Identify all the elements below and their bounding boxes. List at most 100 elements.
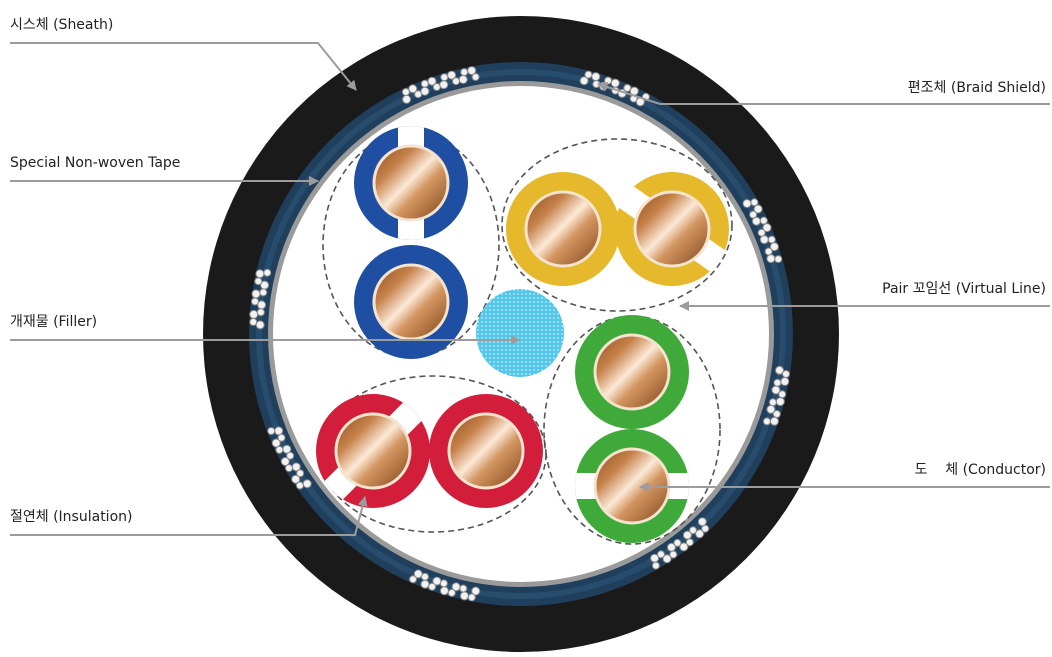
braid-bead xyxy=(695,529,705,539)
braid-bead xyxy=(452,77,460,86)
braid-bead xyxy=(413,569,423,579)
braid-bead xyxy=(753,204,763,214)
conductor xyxy=(372,263,450,341)
braid-bead xyxy=(408,84,418,94)
braid-bead xyxy=(762,417,771,426)
braid-bead xyxy=(302,479,312,489)
filler xyxy=(476,289,564,377)
braid-bead xyxy=(685,538,694,547)
braid-bead xyxy=(291,462,301,472)
braid-bead xyxy=(432,576,442,586)
braid-bead xyxy=(778,390,787,399)
braid-bead xyxy=(440,73,449,82)
label-insulation: 절연체 (Insulation) xyxy=(10,509,133,525)
braid-bead xyxy=(263,268,272,277)
braid-bead xyxy=(274,426,284,436)
braid-bead xyxy=(769,416,779,426)
braid-bead xyxy=(254,277,263,286)
braid-bead xyxy=(296,469,305,478)
wire-2 xyxy=(354,245,468,359)
braid-bead xyxy=(471,73,480,81)
braid-bead xyxy=(257,300,267,310)
braid-bead xyxy=(759,216,768,225)
braid-bead xyxy=(742,199,752,208)
braid-bead xyxy=(286,451,295,460)
braid-bead xyxy=(260,280,270,290)
braid-bead xyxy=(657,550,665,559)
braid-bead xyxy=(439,586,449,596)
conductor xyxy=(524,190,602,268)
braid-bead xyxy=(751,216,761,226)
braid-bead xyxy=(697,517,707,527)
braid-bead xyxy=(439,80,449,90)
braid-bead xyxy=(255,269,265,279)
braid-bead xyxy=(766,254,776,264)
wire-5 xyxy=(316,394,430,508)
braid-bead xyxy=(775,365,784,375)
label-sheath: 시스체 (Sheath) xyxy=(10,17,114,33)
braid-bead xyxy=(767,235,776,244)
braid-bead xyxy=(579,76,589,86)
braid-bead xyxy=(291,474,301,484)
braid-bead xyxy=(427,76,437,86)
braid-bead xyxy=(432,83,441,91)
braid-bead xyxy=(775,397,785,407)
braid-bead xyxy=(459,591,469,601)
braid-bead xyxy=(282,444,292,454)
conductor xyxy=(334,412,412,490)
braid-bead xyxy=(591,72,601,82)
leader-sheath xyxy=(10,42,357,91)
braid-bead xyxy=(409,575,417,584)
braid-bead xyxy=(750,198,759,207)
braid-bead xyxy=(701,524,710,533)
label-braid-shield: 편조체 (Braid Shield) xyxy=(907,80,1046,96)
conductor xyxy=(633,190,711,268)
braid-bead xyxy=(471,586,481,596)
braid-bead xyxy=(771,385,781,395)
braid-bead xyxy=(459,584,468,593)
braid-bead xyxy=(679,542,689,552)
braid-bead xyxy=(451,582,461,592)
braid-bead xyxy=(295,481,304,490)
wire-4 xyxy=(613,172,731,286)
braid-bead xyxy=(420,86,430,96)
braid-bead xyxy=(772,410,781,418)
conductor xyxy=(593,333,671,411)
label-filler: 개재물 (Filler) xyxy=(10,314,98,330)
braid-bead xyxy=(773,378,782,387)
braid-bead xyxy=(666,542,676,552)
braid-bead xyxy=(259,288,268,297)
label-pair-virtual-line: Pair 꼬임선 (Virtual Line) xyxy=(882,281,1046,297)
braid-bead xyxy=(768,398,777,407)
braid-bead xyxy=(774,255,783,264)
label-conductor: 도 체 (Conductor) xyxy=(914,462,1046,478)
braid-bead xyxy=(610,78,620,88)
braid-bead xyxy=(447,70,457,80)
braid-bead xyxy=(766,404,776,414)
braid-bead xyxy=(673,538,682,547)
braid-bead xyxy=(467,66,477,76)
label-non-woven-tape: Special Non-woven Tape xyxy=(10,155,181,171)
braid-bead xyxy=(402,94,412,104)
braid-bead xyxy=(251,289,261,299)
braid-bead xyxy=(650,553,660,563)
braid-bead xyxy=(623,84,632,92)
braid-bead xyxy=(256,308,265,317)
braid-bead xyxy=(249,318,258,326)
braid-bead xyxy=(458,75,468,84)
braid-bead xyxy=(689,526,697,535)
braid-bead xyxy=(460,68,469,77)
braid-bead xyxy=(428,582,437,591)
braid-bead xyxy=(782,370,790,378)
braid-bead xyxy=(662,554,672,564)
conductor xyxy=(447,412,525,490)
braid-bead xyxy=(285,464,293,473)
braid-bead xyxy=(267,427,276,435)
braid-bead xyxy=(249,309,259,319)
braid-bead xyxy=(255,320,265,330)
braid-bead xyxy=(749,210,758,219)
braid-bead xyxy=(271,438,281,448)
wire-3 xyxy=(506,172,620,286)
braid-bead xyxy=(401,88,410,96)
